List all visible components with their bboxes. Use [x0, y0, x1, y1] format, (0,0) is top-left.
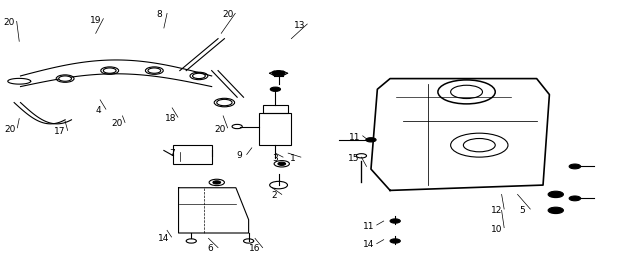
Text: 10: 10: [491, 225, 502, 233]
Text: 17: 17: [54, 127, 66, 136]
Circle shape: [213, 181, 221, 184]
Text: 15: 15: [348, 154, 360, 163]
Text: 13: 13: [294, 21, 305, 30]
Text: 1: 1: [291, 154, 296, 163]
Text: 9: 9: [236, 151, 242, 160]
Circle shape: [148, 68, 161, 73]
Text: 12: 12: [491, 206, 502, 215]
Text: 6: 6: [207, 245, 213, 253]
Polygon shape: [371, 79, 549, 190]
Circle shape: [569, 196, 580, 201]
Text: 16: 16: [249, 245, 260, 253]
Text: 11: 11: [349, 133, 361, 142]
Circle shape: [270, 87, 280, 91]
Text: 8: 8: [157, 10, 163, 19]
Text: 2: 2: [271, 191, 277, 200]
Text: 14: 14: [364, 240, 375, 249]
Text: 20: 20: [214, 125, 226, 134]
Circle shape: [390, 219, 400, 223]
Bar: [259, 113, 291, 145]
Circle shape: [390, 239, 400, 243]
Circle shape: [366, 138, 376, 142]
Circle shape: [272, 70, 285, 76]
Text: 3: 3: [273, 154, 278, 163]
Circle shape: [278, 162, 285, 165]
Text: 20: 20: [222, 10, 234, 19]
Bar: [262, 105, 288, 113]
Text: 20: 20: [3, 18, 15, 27]
Text: 7: 7: [170, 149, 175, 158]
Circle shape: [569, 164, 580, 169]
Circle shape: [548, 191, 563, 198]
Text: 18: 18: [164, 114, 176, 123]
Text: 11: 11: [364, 222, 375, 231]
Circle shape: [59, 76, 72, 81]
Circle shape: [103, 68, 116, 73]
Text: 20: 20: [111, 119, 123, 128]
Text: 4: 4: [95, 106, 101, 115]
Circle shape: [217, 99, 232, 106]
Text: 14: 14: [158, 234, 170, 243]
Circle shape: [548, 207, 563, 214]
Text: 20: 20: [4, 125, 15, 134]
Text: 19: 19: [90, 16, 102, 24]
Text: 5: 5: [520, 206, 525, 215]
Circle shape: [193, 73, 205, 79]
